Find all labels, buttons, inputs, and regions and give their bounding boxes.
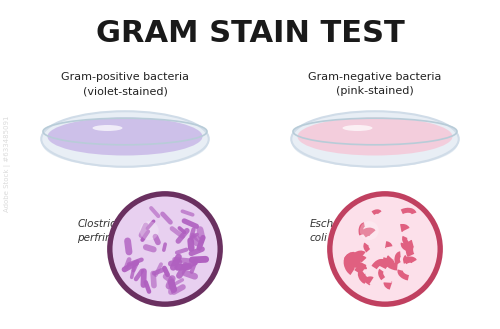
Circle shape [360,221,378,240]
Circle shape [140,221,158,240]
Text: (violet-stained): (violet-stained) [82,87,168,96]
Ellipse shape [41,111,209,167]
Text: GRAM STAIN TEST: GRAM STAIN TEST [96,19,405,48]
Ellipse shape [298,117,452,156]
Text: Clostridium: Clostridium [78,219,137,229]
Ellipse shape [292,118,458,167]
Text: coli: coli [310,233,328,243]
Ellipse shape [92,125,122,131]
Text: perfringens: perfringens [78,233,137,243]
Text: Escherichia: Escherichia [310,219,370,229]
Circle shape [332,196,438,301]
Circle shape [112,196,218,301]
Ellipse shape [342,125,372,131]
Text: Gram-positive bacteria: Gram-positive bacteria [61,71,189,82]
Ellipse shape [48,117,203,156]
Ellipse shape [291,111,459,167]
Text: (pink-stained): (pink-stained) [336,87,414,96]
Circle shape [328,192,442,306]
Circle shape [108,192,222,306]
Ellipse shape [42,118,208,167]
Text: Gram-negative bacteria: Gram-negative bacteria [308,71,442,82]
Text: Adobe Stock | #633485091: Adobe Stock | #633485091 [4,116,11,212]
